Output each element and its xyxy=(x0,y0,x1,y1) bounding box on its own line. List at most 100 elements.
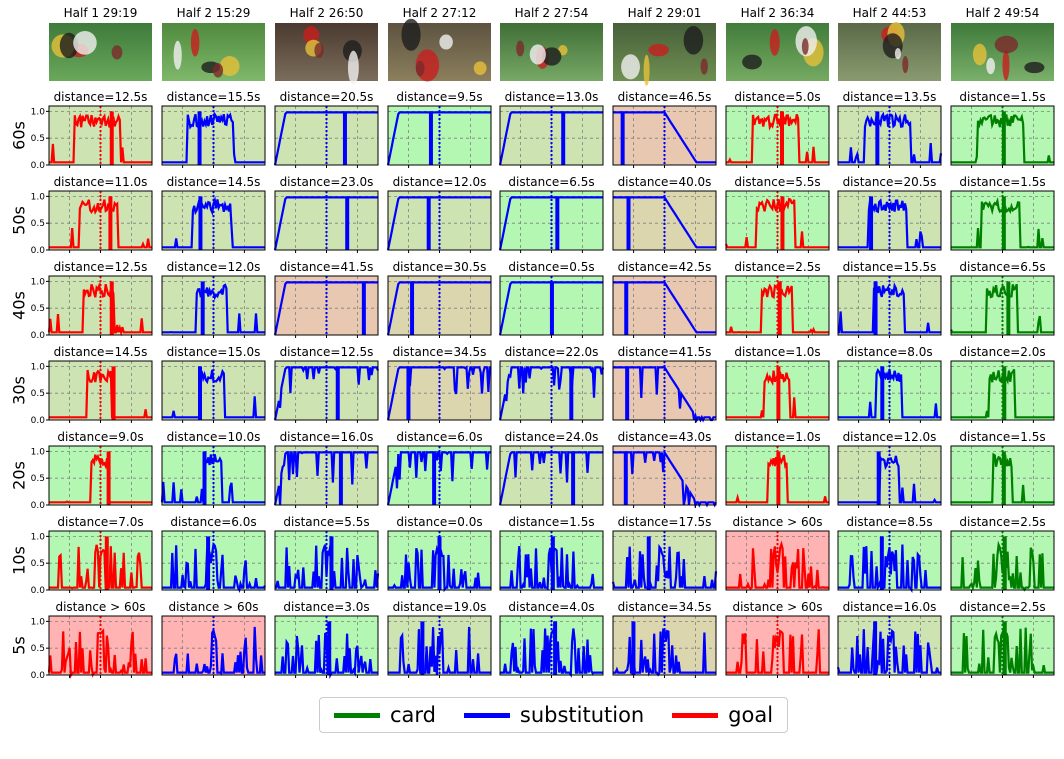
legend: card substitution goal xyxy=(319,697,788,733)
distance-label: distance=34.5s xyxy=(393,345,487,359)
distance-label: distance=1.5s xyxy=(959,175,1045,189)
subplot: distance=1.5s xyxy=(950,430,1055,508)
distance-label: distance=1.5s xyxy=(959,90,1045,104)
subplot: distance=16.0s xyxy=(273,430,379,508)
thumbnail-figure xyxy=(902,55,909,74)
thumbnail-figure xyxy=(314,42,324,58)
distance-label: distance=12.5s xyxy=(54,260,148,274)
subplot: distance=5.0s xyxy=(725,90,830,168)
subplot: distance=16.0s xyxy=(836,600,942,678)
y-tick-label: 1.0 xyxy=(31,107,46,117)
video-thumbnail xyxy=(613,23,716,86)
distance-label: distance=41.5s xyxy=(280,260,374,274)
subplot: distance=0.0s xyxy=(387,515,492,593)
y-tick-label: 0.0 xyxy=(31,331,46,341)
distance-label: distance=13.0s xyxy=(505,90,599,104)
distance-label: distance=12.5s xyxy=(280,345,374,359)
y-tick-label: 0.5 xyxy=(31,219,45,229)
subplot: distance=7.0s 0.0 0.5 1.0 xyxy=(31,515,153,596)
legend-label-card: card xyxy=(389,703,436,727)
y-tick-label: 0.0 xyxy=(31,671,46,681)
score-series-line xyxy=(49,199,152,249)
thumbnail-figure xyxy=(1002,49,1010,81)
y-tick-label: 0.0 xyxy=(31,416,46,426)
y-tick-label: 0.0 xyxy=(31,161,46,171)
thumbnail-figure xyxy=(994,35,1019,54)
row-label: 30s xyxy=(10,376,29,405)
thumbnail-figure xyxy=(648,43,669,57)
subplot: distance=1.0s xyxy=(725,345,830,423)
subplot: distance=40.0s xyxy=(612,175,717,253)
subplot: distance > 60s xyxy=(725,600,830,678)
score-series-line xyxy=(838,111,943,164)
y-tick-label: 1.0 xyxy=(31,532,46,542)
thumbnail-figure xyxy=(643,54,650,86)
distance-label: distance=1.0s xyxy=(734,430,820,444)
score-series-line xyxy=(386,281,491,336)
score-series-line xyxy=(951,540,1054,592)
thumbnail-figure xyxy=(972,43,987,66)
thumbnail-figure xyxy=(347,50,359,85)
subplot: distance=41.5s xyxy=(612,345,717,424)
thumbnail-figure xyxy=(742,54,762,70)
score-series-line xyxy=(273,111,378,166)
distance-label: distance=41.5s xyxy=(618,345,712,359)
distance-label: distance=23.0s xyxy=(280,175,374,189)
y-tick-label: 1.0 xyxy=(31,277,46,287)
distance-label: distance=8.5s xyxy=(846,515,932,529)
y-tick-label: 1.0 xyxy=(31,447,46,457)
legend-swatch-card xyxy=(333,712,380,718)
row-label: 50s xyxy=(10,206,29,235)
distance-label: distance=12.0s xyxy=(393,175,487,189)
subplot: distance=15.0s xyxy=(161,345,266,423)
distance-label: distance=19.0s xyxy=(393,600,487,614)
subplot: distance=34.5s xyxy=(386,345,492,423)
distance-label: distance=20.5s xyxy=(843,175,937,189)
subplot: distance=3.0s xyxy=(274,600,379,680)
column-title: Half 2 26:50 xyxy=(290,6,364,20)
thumbnail-figure xyxy=(401,18,421,51)
subplot: distance=1.5s xyxy=(950,175,1055,253)
score-series-line xyxy=(273,281,378,336)
subplot: distance=12.5s xyxy=(273,345,380,423)
column-title: Half 2 49:54 xyxy=(966,6,1040,20)
distance-label: distance=22.0s xyxy=(505,345,599,359)
score-series-line xyxy=(386,365,491,421)
thumbnail-figure xyxy=(700,58,708,75)
column-title: Half 2 36:34 xyxy=(741,6,815,20)
distance-label: distance=2.5s xyxy=(959,515,1045,529)
y-tick-label: 0.5 xyxy=(31,644,45,654)
subplot: distance > 60s xyxy=(725,515,830,593)
column-title: Half 1 29:19 xyxy=(64,6,138,20)
subplot: distance=6.5s xyxy=(498,175,604,253)
video-thumbnail xyxy=(500,23,603,81)
distance-label: distance=16.0s xyxy=(280,430,374,444)
y-tick-label: 0.5 xyxy=(31,389,45,399)
score-series-line xyxy=(273,366,380,421)
subplot: distance=22.0s xyxy=(498,345,605,423)
thumbnail-background xyxy=(275,23,378,81)
video-thumbnail xyxy=(726,23,829,81)
video-thumbnail xyxy=(49,23,152,81)
distance-label: distance=2.0s xyxy=(959,345,1045,359)
subplot: distance > 60s 0.0 0.5 1.0 xyxy=(31,600,153,681)
thumbnail-figure xyxy=(303,26,320,45)
distance-label: distance=1.0s xyxy=(734,345,820,359)
y-tick-label: 0.5 xyxy=(31,474,45,484)
distance-label: distance=0.0s xyxy=(396,515,482,529)
video-thumbnail xyxy=(838,22,941,81)
y-tick-label: 0.5 xyxy=(31,134,45,144)
subplot: distance=12.0s xyxy=(161,260,266,338)
video-thumbnail xyxy=(275,23,378,85)
subplot: distance=15.5s xyxy=(837,260,942,338)
distance-label: distance=14.5s xyxy=(167,175,261,189)
score-series-line xyxy=(273,451,378,506)
distance-label: distance=46.5s xyxy=(618,90,712,104)
thumbnail-figure xyxy=(190,28,200,57)
legend-label-substitution: substitution xyxy=(519,703,645,727)
row-label: 5s xyxy=(10,636,29,655)
distance-label: distance=15.5s xyxy=(843,260,937,274)
score-series-line xyxy=(162,626,265,675)
subplot: distance=9.0s 0.0 0.5 1.0 xyxy=(31,430,153,511)
